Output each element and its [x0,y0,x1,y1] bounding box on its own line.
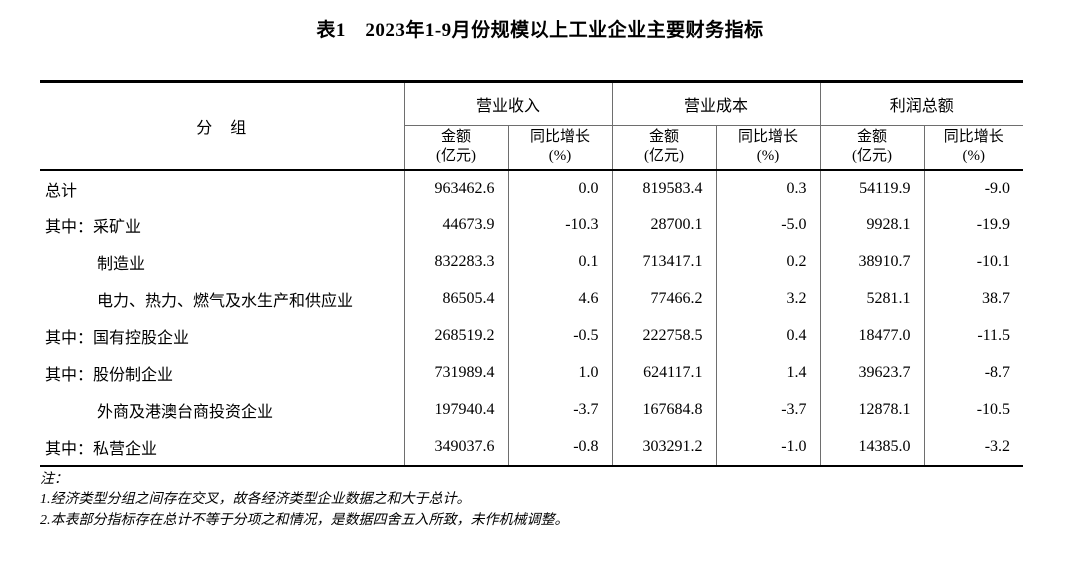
cell-value: 222758.5 [611,317,717,355]
cell-value: 77466.2 [611,280,717,318]
cell-value: 1.0 [507,354,613,392]
subheader-line: (亿元) [644,148,685,165]
subheader-line: (亿元) [852,148,893,165]
table-row-joint-stock: 其中：股份制企业 731989.4 1.0 624117.1 1.4 39623… [40,354,1024,392]
cell-value: -3.7 [507,391,613,429]
subheader-line: 同比增长 [943,129,1004,146]
row-label: 其中：股份制企业 [45,367,174,384]
cell-value: 268519.2 [403,317,508,355]
row-label: 总计 [45,182,78,200]
cell-value: 1.4 [715,354,821,392]
cell-value: 0.2 [715,243,821,281]
cell-value: 39623.7 [819,354,925,392]
row-label: 外商及港澳台商投资企业 [97,404,274,421]
table-notes: 注： 1.经济类型分组之间存在交叉，故各经济类型企业数据之和大于总计。 2.本表… [40,470,1080,532]
subheader-line: 同比增长 [530,129,591,146]
subheader-line: 金额 [649,129,680,146]
table-row-foreign-invested: 外商及港澳台商投资企业 197940.4 -3.7 167684.8 -3.7 … [40,391,1024,429]
table-row-manufacturing: 制造业 832283.3 0.1 713417.1 0.2 38910.7 -1… [40,243,1024,281]
cell-value: 3.2 [715,280,821,318]
header-sub-row: 金额 (亿元) 同比增长 (%) 金额 (亿元) 同比增长 (%) 金额 ( [40,125,1024,171]
cell-value: -10.3 [507,206,613,244]
cell-value: 54119.9 [819,169,925,207]
cell-value: 731989.4 [403,354,508,392]
cell-value: -10.1 [923,243,1024,281]
column-group-operating-revenue: 营业收入 [404,81,613,126]
row-label: 制造业 [97,256,146,273]
cell-value: 963462.6 [403,169,508,207]
cell-value: -8.7 [923,354,1024,392]
note-item-2: 2.本表部分指标存在总计不等于分项之和情况，是数据四舍五入所致，未作机械调整。 [40,512,569,528]
cell-value: 12878.1 [819,391,925,429]
column-group-operating-cost: 营业成本 [611,81,821,126]
row-label: 其中：国有控股企业 [45,330,190,347]
subheader-line: (%) [548,148,572,165]
column-header-cost-amount: 金额 (亿元) [611,125,717,171]
subheader-line: 同比增长 [738,129,799,146]
column-header-profit-growth: 同比增长 (%) [923,125,1024,171]
cell-value: -0.8 [507,428,613,466]
cell-value: -1.0 [715,428,821,466]
table-row-mining: 其中：采矿业 44673.9 -10.3 28700.1 -5.0 9928.1… [40,206,1024,244]
cell-value: 9928.1 [819,206,925,244]
cell-value: 0.4 [715,317,821,355]
cell-value: -3.7 [715,391,821,429]
note-item-1: 1.经济类型分组之间存在交叉，故各经济类型企业数据之和大于总计。 [40,492,471,507]
subheader-line: (%) [962,148,986,165]
table-row-total: 总计 963462.6 0.0 819583.4 0.3 54119.9 -9.… [40,169,1024,207]
column-header-profit-amount: 金额 (亿元) [819,125,925,171]
cell-value: 28700.1 [611,206,717,244]
cell-value: 197940.4 [403,391,508,429]
cell-value: -10.5 [923,391,1024,429]
column-header-cost-growth: 同比增长 (%) [715,125,821,171]
cell-value: -3.2 [923,428,1024,466]
cell-value: -19.9 [923,206,1024,244]
cell-value: -9.0 [923,169,1024,207]
column-header-group: 分 组 [40,81,405,171]
cell-value: 0.0 [507,169,613,207]
page-title: 表1 2023年1-9月份规模以上工业企业主要财务指标 [316,20,764,41]
table-row-state-holding: 其中：国有控股企业 268519.2 -0.5 222758.5 0.4 184… [40,317,1024,355]
subheader-line: 金额 [440,129,471,146]
cell-value: 5281.1 [819,280,925,318]
column-header-revenue-amount: 金额 (亿元) [404,125,508,171]
cell-value: 819583.4 [611,169,717,207]
table-row-utilities: 电力、热力、燃气及水生产和供应业 86505.4 4.6 77466.2 3.2… [40,280,1024,318]
cell-value: 713417.1 [611,243,717,281]
cell-value: 14385.0 [819,428,925,466]
cell-value: 832283.3 [403,243,508,281]
cell-value: 0.1 [507,243,613,281]
header-group-row: 分 组 营业收入 营业成本 利润总额 [40,81,1024,171]
cell-value: 18477.0 [819,317,925,355]
cell-value: 303291.2 [611,428,717,466]
statistical-bulletin-page: 表1 2023年1-9月份规模以上工业企业主要财务指标 分 组 营业收入 营业成… [0,15,1080,563]
cell-value: 167684.8 [611,391,717,429]
row-label: 电力、热力、燃气及水生产和供应业 [97,293,354,310]
cell-value: 4.6 [507,280,613,318]
cell-value: 624117.1 [611,354,717,392]
subheader-line: (亿元) [436,148,476,165]
subheader-line: 金额 [857,129,888,146]
cell-value: -11.5 [923,317,1024,355]
cell-value: -5.0 [715,206,821,244]
cell-value: 86505.4 [403,280,508,318]
cell-value: 44673.9 [403,206,508,244]
column-header-revenue-growth: 同比增长 (%) [507,125,613,171]
row-label: 其中：私营企业 [45,440,158,458]
financial-indicators-table: 分 组 营业收入 营业成本 利润总额 金额 (亿元) 同比增长 (%) 金额 (… [40,80,1024,467]
column-group-total-profit: 利润总额 [819,81,1024,126]
notes-heading: 注： [40,471,68,487]
table-row-private: 其中：私营企业 349037.6 -0.8 303291.2 -1.0 1438… [40,428,1024,466]
cell-value: 349037.6 [403,428,508,466]
cell-value: 38910.7 [819,243,925,281]
cell-value: 0.3 [715,169,821,207]
cell-value: -0.5 [507,317,613,355]
cell-value: 38.7 [923,280,1024,318]
subheader-line: (%) [756,148,780,165]
row-label: 其中：采矿业 [45,219,142,236]
